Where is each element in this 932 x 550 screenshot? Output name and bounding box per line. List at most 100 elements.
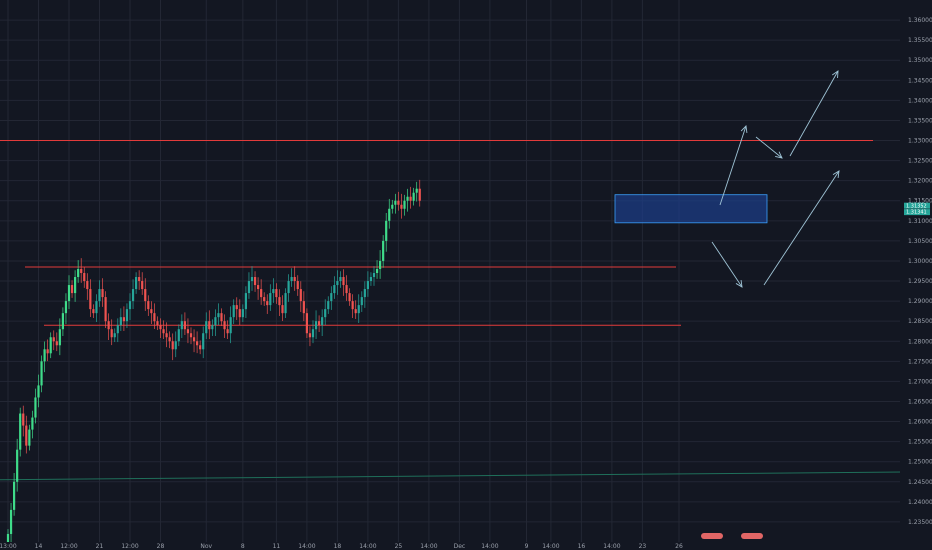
arrow-up-primary[interactable] [719,125,747,206]
candle-body [95,301,98,314]
candle-body [98,289,101,302]
candle-body [229,317,232,334]
x-axis-background [0,542,932,550]
candle-body [247,281,251,294]
candle-body [388,208,391,221]
candle-body [311,329,315,338]
x-tick-label: 14:00 [298,543,315,550]
candle-body [275,289,278,298]
candle-body [217,313,220,318]
y-tick-label: 1.31500 [908,198,932,205]
trend-line[interactable] [0,471,932,481]
candle-body [360,297,363,306]
y-tick-label: 1.30500 [908,238,932,245]
horizontal-levels[interactable] [0,140,873,326]
candle-body [314,321,318,330]
candle-body [327,301,330,310]
candle-body [324,309,327,318]
candle-body [409,196,412,201]
arrow-up-alt[interactable] [763,170,840,286]
candle-body [278,297,281,306]
zone-box[interactable] [614,194,768,224]
candle-body [202,333,205,350]
y-tick-label: 1.29500 [908,278,932,285]
candle-body [250,277,254,282]
x-tick-label: 14:00 [603,543,620,550]
candle-body [28,429,31,446]
y-tick-label: 1.33000 [908,138,932,145]
candle-body [330,293,333,302]
candle-body [366,281,369,290]
candle-body [52,337,55,342]
candle-body [302,301,305,314]
candle-body [147,301,150,310]
y-tick-label: 1.34500 [908,77,932,84]
candle-body [141,281,144,290]
candle-body [128,301,132,310]
x-tick-label: 8 [241,543,245,550]
y-tick-label: 1.23500 [908,519,932,526]
trend-line-group[interactable] [0,471,932,481]
price-tag-text: 1.31341 [906,210,927,216]
candle-body [177,329,180,342]
candle-body [150,309,153,314]
y-tick-label: 1.26500 [908,398,932,405]
y-tick-label: 1.27000 [908,378,932,385]
y-axis[interactable]: 1.36000 1.35500 1.35000 1.34500 1.34000 1.335… [900,0,932,550]
candle-body [37,385,40,398]
candle-body [125,309,129,322]
candle-body [64,301,68,314]
candle-body [61,313,64,330]
candle-body [199,345,202,350]
candle-body [31,417,34,430]
y-axis-background [900,0,932,550]
candle-body [144,289,147,302]
candle-body [83,273,86,282]
projection-arrows[interactable] [711,70,840,288]
candle-body [131,289,135,302]
event-marker [701,533,723,539]
candle-body [226,329,229,334]
candle-body [192,337,196,342]
candle-body [116,325,119,334]
candle-body [180,321,183,330]
candle-body [46,349,49,354]
candle-body [400,204,403,209]
x-tick-label: 14:00 [542,543,559,550]
x-axis[interactable]: 13:00 14 12:00 21 12:00 28 Nov 8 11 14:00 18 14:00 2… [0,542,932,550]
candle-body [34,397,37,418]
candle-body [214,317,217,326]
candle-body [153,313,156,322]
candle-body [80,268,83,274]
y-tick-label: 1.33500 [908,117,932,124]
arrow-down-alt[interactable] [711,241,743,288]
arrow-down-alt-head [735,280,743,288]
arrow-up-continuation[interactable] [789,70,839,157]
candle-body [379,260,382,269]
candle-body [272,289,275,294]
arrow-pullback[interactable] [755,136,783,159]
candle-body [55,341,58,346]
candle-body [77,268,80,278]
x-tick-label: 14:00 [481,543,498,550]
candle-body [406,196,409,201]
x-tick-label: 13:00 [0,543,17,550]
y-tick-label: 1.36000 [908,17,932,24]
x-tick-label: 9 [525,543,529,550]
candle-body [348,293,351,302]
candle-body [168,337,171,342]
candle-body [89,289,92,310]
candle-body [369,277,373,282]
candle-body [86,281,89,290]
candle-body [25,425,28,446]
candle-body [345,285,348,294]
candle-body [333,285,336,294]
candle-body [162,329,165,334]
supply-demand-zone[interactable] [614,194,768,224]
candle-body [263,297,266,302]
candle-body [290,277,293,282]
candle-body [232,305,235,318]
candle-body [321,317,324,326]
candle-body [92,309,95,314]
